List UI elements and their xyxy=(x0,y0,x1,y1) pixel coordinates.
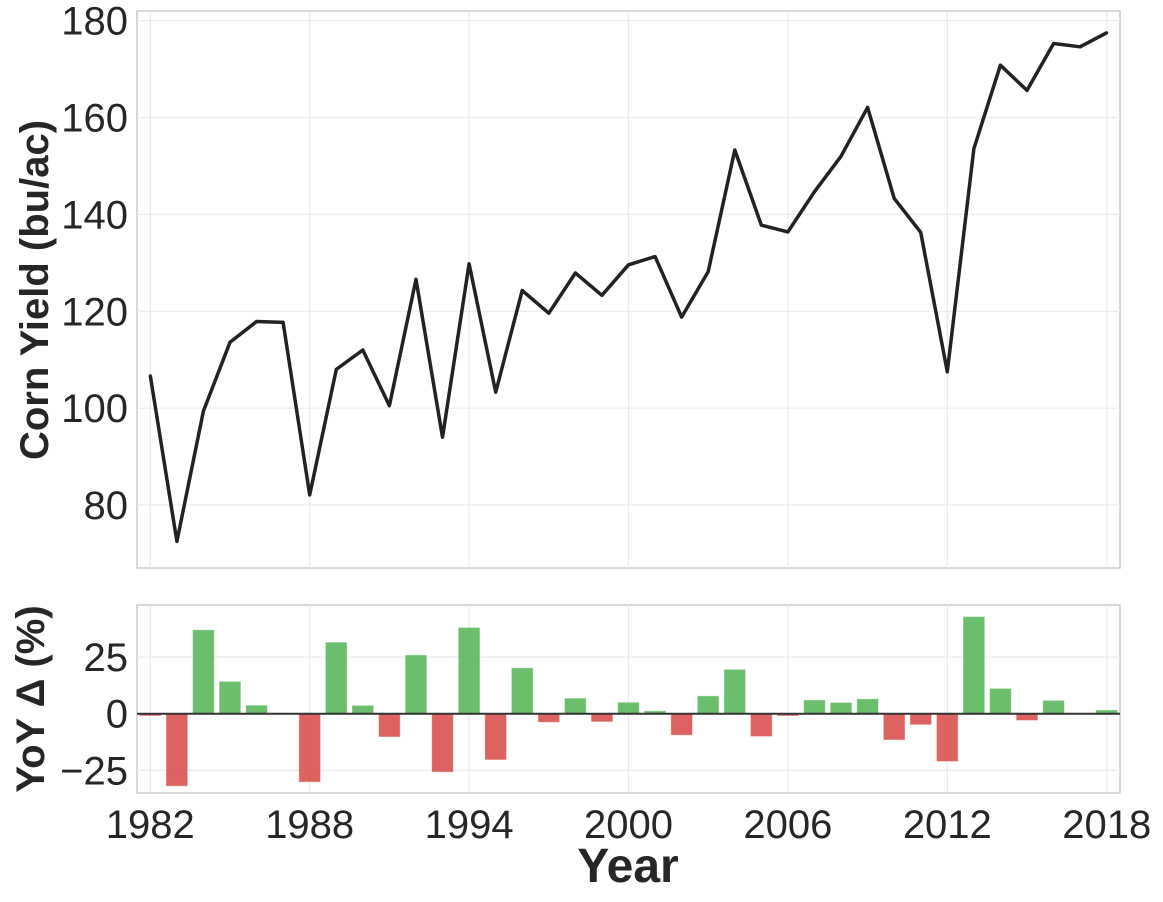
yoy-bar xyxy=(803,699,826,715)
yoy-y-tick-labels: −25 0 25 xyxy=(60,636,128,793)
yield-y-tick-label: 160 xyxy=(61,97,128,141)
yoy-bar xyxy=(935,713,959,763)
yoy-bar xyxy=(989,687,1012,715)
yoy-bar xyxy=(431,713,454,773)
yield-y-tick-label: 80 xyxy=(84,484,129,528)
yoy-bar xyxy=(856,698,880,715)
yoy-bar xyxy=(324,641,348,715)
yoy-bar xyxy=(510,667,534,715)
yoy-bar xyxy=(617,701,640,715)
year-x-tick-label: 2000 xyxy=(584,803,673,847)
yield-line-panel: 80 100 120 140 160 180 Corn Yield (bu/ac) xyxy=(13,0,1121,569)
yield-gridlines xyxy=(137,11,1120,568)
yoy-bar xyxy=(165,713,189,787)
yoy-bar xyxy=(696,695,720,715)
yoy-bar xyxy=(298,713,322,783)
yoy-bars xyxy=(138,616,1119,787)
yield-y-axis-label: Corn Yield (bu/ac) xyxy=(13,120,57,460)
year-x-tick-label: 1994 xyxy=(425,803,514,847)
yoy-bar xyxy=(484,713,508,761)
yoy-bar xyxy=(829,701,853,715)
yoy-bar xyxy=(351,704,375,715)
yoy-y-tick-label: 0 xyxy=(106,693,128,737)
yoy-bar xyxy=(749,713,773,738)
yoy-bar xyxy=(590,713,614,723)
yoy-bar xyxy=(377,713,401,738)
yoy-bar-panel: −25 0 25 1982 1988 1994 2000 2006 2012 2018 YoY … xyxy=(9,604,1151,893)
yoy-bar xyxy=(1015,713,1039,722)
yield-y-tick-label: 100 xyxy=(61,387,128,431)
yoy-bar xyxy=(404,654,428,715)
yoy-bar xyxy=(723,668,747,715)
yield-y-tick-label: 120 xyxy=(61,290,128,334)
yoy-bar xyxy=(537,713,561,723)
yoy-bar xyxy=(962,616,986,715)
year-x-tick-label: 2006 xyxy=(743,803,832,847)
yoy-y-tick-label: 25 xyxy=(84,636,129,680)
yoy-bar xyxy=(1042,699,1065,715)
yoy-bar xyxy=(457,626,481,715)
yield-series-line xyxy=(148,31,1108,544)
year-x-tick-labels: 1982 1988 1994 2000 2006 2012 2018 xyxy=(106,803,1151,847)
year-x-tick-label: 1982 xyxy=(106,803,195,847)
yoy-bar xyxy=(563,697,587,715)
yoy-bar xyxy=(245,704,268,715)
year-x-tick-label: 1988 xyxy=(265,803,354,847)
yoy-bar xyxy=(882,713,906,741)
yield-y-tick-label: 140 xyxy=(61,193,128,237)
yoy-y-axis-label: YoY Δ (%) xyxy=(9,605,53,792)
yoy-bar xyxy=(670,713,694,736)
yield-y-tick-label: 180 xyxy=(61,0,128,44)
yield-y-tick-labels: 80 100 120 140 160 180 xyxy=(61,0,128,528)
yoy-y-tick-label: −25 xyxy=(60,749,128,793)
year-x-tick-label: 2018 xyxy=(1062,803,1151,847)
yoy-bar xyxy=(192,629,215,715)
yoy-bar xyxy=(909,713,933,726)
year-x-tick-label: 2012 xyxy=(903,803,992,847)
yoy-bar xyxy=(218,680,242,715)
x-axis-label: Year xyxy=(577,840,678,893)
